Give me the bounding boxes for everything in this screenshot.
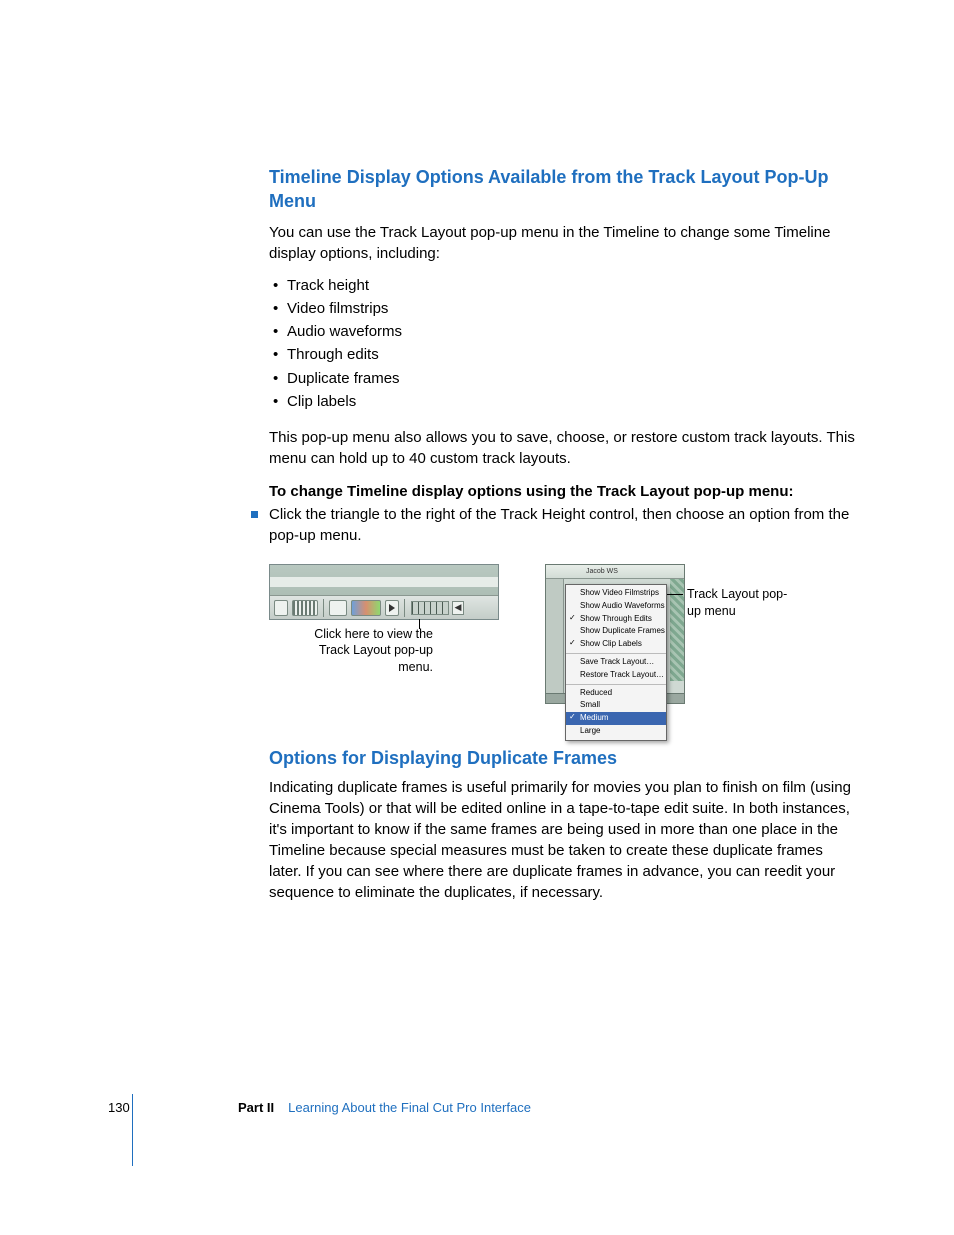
separator: [404, 599, 405, 617]
menu-item-restore-track-layout[interactable]: Restore Track Layout…: [566, 669, 666, 682]
menu-item-small[interactable]: Small: [566, 699, 666, 712]
timeline-footer-panel: ◀: [269, 564, 499, 620]
step-bullet-icon: [251, 511, 258, 518]
callout-leader-line: [667, 594, 683, 595]
popup-group: Show Video Filmstrips Show Audio Wavefor…: [566, 585, 666, 654]
waveform-toggle-button[interactable]: [329, 600, 347, 616]
clip-keyframes-button[interactable]: [351, 600, 381, 616]
timeline-controls: ◀: [270, 595, 498, 619]
popup-group: Reduced Small Medium Large: [566, 685, 666, 740]
list-item: Through edits: [269, 343, 859, 366]
menu-item-show-duplicate-frames[interactable]: Show Duplicate Frames: [566, 625, 666, 638]
section1-intro: You can use the Track Layout pop-up menu…: [269, 222, 859, 264]
track-layout-popup-menu[interactable]: Show Video Filmstrips Show Audio Wavefor…: [565, 584, 667, 741]
step-row: Click the triangle to the right of the T…: [251, 504, 859, 546]
menu-item-large[interactable]: Large: [566, 725, 666, 738]
section1-bullets: Track height Video filmstrips Audio wave…: [269, 274, 859, 414]
audio-mute-button[interactable]: [274, 600, 288, 616]
list-item: Audio waveforms: [269, 320, 859, 343]
list-item: Track height: [269, 274, 859, 297]
list-item: Clip labels: [269, 390, 859, 413]
timeline-strip: [270, 577, 498, 587]
popup-group: Save Track Layout… Restore Track Layout…: [566, 654, 666, 685]
menu-item-save-track-layout[interactable]: Save Track Layout…: [566, 656, 666, 669]
page-footer: 130 Part II Learning About the Final Cut…: [108, 1100, 868, 1115]
section1-para2: This pop-up menu also allows you to save…: [269, 427, 859, 469]
menu-item-medium[interactable]: Medium: [566, 712, 666, 725]
left-callout: Click here to view the Track Layout pop-…: [303, 626, 433, 675]
step-intro: To change Timeline display options using…: [269, 483, 859, 500]
page-number: 130: [108, 1100, 238, 1115]
part-label: Part II: [238, 1100, 274, 1115]
section2-para: Indicating duplicate frames is useful pr…: [269, 777, 859, 903]
menu-item-reduced[interactable]: Reduced: [566, 687, 666, 700]
section1-title: Timeline Display Options Available from …: [269, 165, 859, 214]
clip-overlays-button[interactable]: [292, 600, 318, 616]
part-title: Learning About the Final Cut Pro Interfa…: [288, 1100, 531, 1115]
menu-item-show-audio-waveforms[interactable]: Show Audio Waveforms: [566, 600, 666, 613]
right-callout: Track Layout pop-up menu: [687, 586, 797, 620]
menu-item-show-through-edits[interactable]: Show Through Edits: [566, 613, 666, 626]
track-height-control[interactable]: [411, 601, 449, 615]
menu-item-show-video-filmstrips[interactable]: Show Video Filmstrips: [566, 587, 666, 600]
page-content: Timeline Display Options Available from …: [269, 165, 859, 913]
list-item: Video filmstrips: [269, 297, 859, 320]
triangle-right-icon: [386, 601, 398, 615]
figure-track-layout: ◀ Click here to view the Track Layout po…: [269, 564, 859, 724]
list-item: Duplicate frames: [269, 367, 859, 390]
separator: [323, 599, 324, 617]
track-gutter: [546, 579, 564, 703]
clip-label: Jacob WS: [546, 565, 684, 579]
menu-item-show-clip-labels[interactable]: Show Clip Labels: [566, 638, 666, 651]
track-layout-popup-trigger[interactable]: [385, 600, 399, 616]
scroll-left-button[interactable]: ◀: [452, 601, 464, 615]
step-text: Click the triangle to the right of the T…: [269, 504, 859, 546]
section2-title: Options for Displaying Duplicate Frames: [269, 748, 859, 769]
